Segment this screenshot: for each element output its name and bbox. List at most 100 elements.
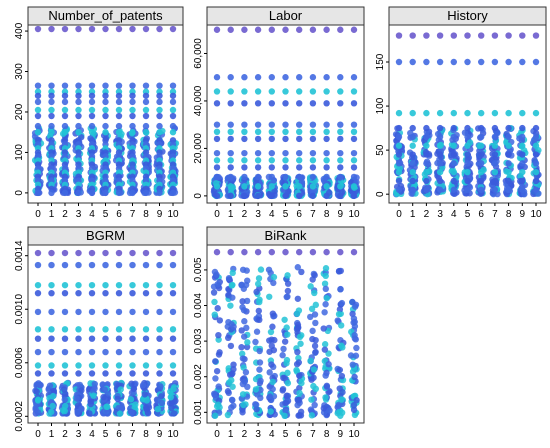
data-point [227, 128, 234, 135]
data-point [88, 106, 96, 114]
data-point [337, 88, 344, 95]
data-point [61, 82, 69, 89]
data-point [519, 177, 526, 185]
data-point [156, 106, 163, 114]
data-point [321, 341, 329, 348]
data-point [115, 129, 123, 136]
data-point [270, 273, 278, 281]
data-point [257, 377, 264, 385]
data-point [156, 25, 163, 33]
facet-panel-birank: BiRank 0.001 0.002 0.003 0.004 0.005 0 1 2 3 4 5 6 7 8… [193, 226, 365, 440]
data-point [322, 394, 329, 401]
data-point [253, 406, 260, 413]
data-point [294, 348, 301, 356]
data-point [282, 121, 289, 128]
data-point [519, 133, 526, 141]
y-tick-label: 40,000 [193, 85, 204, 116]
data-point [350, 401, 358, 409]
data-point [281, 412, 288, 420]
data-point [61, 326, 69, 333]
data-point [395, 151, 403, 158]
x-tick-label: 0 [396, 209, 402, 220]
x-tick-label: 7 [492, 209, 498, 220]
data-point [310, 374, 317, 381]
data-point [491, 160, 499, 167]
data-point [129, 25, 136, 33]
data-point [244, 339, 251, 346]
data-point [423, 186, 430, 193]
data-point [339, 389, 346, 396]
data-point [61, 370, 69, 377]
data-point [213, 157, 221, 164]
facet-title: History [447, 8, 488, 23]
x-tick-label: 1 [49, 209, 55, 220]
data-point [296, 157, 303, 164]
data-point [227, 100, 234, 107]
data-point [450, 133, 457, 141]
data-point [395, 32, 403, 39]
data-point [129, 261, 136, 269]
data-point [240, 401, 247, 409]
data-point [102, 326, 109, 333]
data-point [309, 135, 317, 143]
data-point [115, 249, 123, 257]
x-tick-label: 9 [520, 209, 526, 220]
data-point [254, 164, 262, 171]
data-point [129, 370, 136, 377]
data-point [87, 400, 94, 408]
data-point [115, 335, 123, 342]
data-point [156, 98, 163, 106]
data-point [309, 173, 317, 181]
data-point [294, 321, 302, 329]
y-tick-label: 200 [14, 103, 25, 120]
data-point [254, 135, 262, 143]
data-point [337, 149, 344, 157]
data-point [88, 348, 96, 356]
data-point [240, 333, 248, 340]
data-point [311, 289, 318, 297]
data-point [170, 385, 177, 393]
data-point [347, 352, 355, 359]
data-point [282, 183, 289, 190]
data-point [491, 168, 499, 176]
data-point [115, 289, 123, 297]
data-point [34, 112, 42, 120]
data-point [168, 404, 175, 412]
data-point [142, 106, 150, 114]
data-point [157, 383, 164, 390]
data-point [75, 98, 82, 106]
data-point [215, 383, 222, 390]
data-point [450, 32, 457, 39]
data-point [102, 98, 109, 106]
data-point [127, 396, 135, 403]
data-point [309, 157, 317, 164]
data-point [266, 369, 273, 376]
data-point [102, 82, 109, 89]
data-point [268, 192, 275, 200]
data-point [519, 109, 526, 117]
data-point [349, 298, 356, 306]
data-point [116, 410, 124, 417]
data-point [282, 149, 289, 157]
x-tick-label: 5 [283, 429, 289, 440]
data-point [309, 121, 317, 128]
data-point [75, 308, 82, 316]
data-point [266, 393, 274, 400]
data-point [169, 92, 177, 99]
data-point [478, 177, 485, 185]
data-point [104, 403, 111, 410]
data-point [129, 129, 136, 136]
data-point [241, 183, 248, 190]
x-tick-label: 3 [255, 209, 261, 220]
y-tick-label: 0 [14, 190, 25, 196]
data-point [309, 248, 317, 256]
data-point [169, 348, 177, 356]
data-point [61, 92, 69, 99]
data-point [337, 285, 344, 293]
data-point [323, 135, 330, 143]
data-point [253, 288, 260, 296]
data-point [436, 177, 444, 185]
y-tick-label: 100 [375, 97, 386, 114]
data-point [88, 112, 96, 120]
points-layer [31, 25, 180, 197]
